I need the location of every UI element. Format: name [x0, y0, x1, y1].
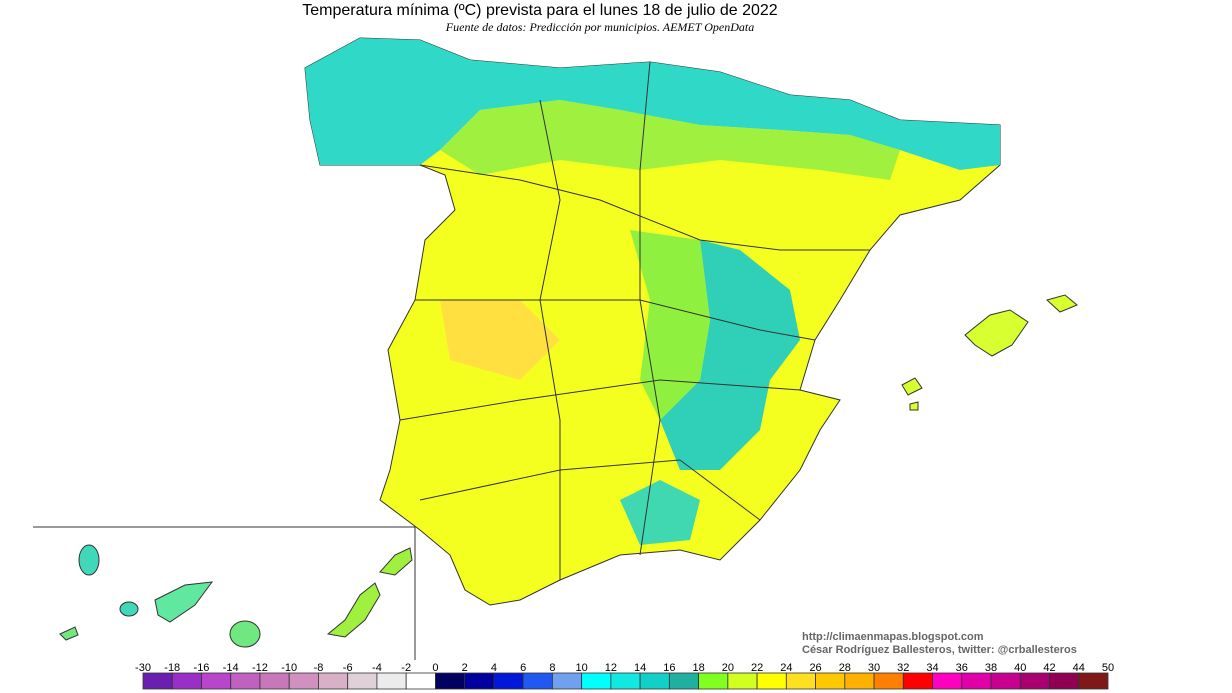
legend-swatch — [698, 672, 729, 690]
province-line — [539, 99, 561, 580]
legend-swatch — [1078, 672, 1109, 690]
province-line — [639, 61, 661, 556]
map-title: Temperatura mínima (ºC) prevista para el… — [302, 2, 778, 19]
legend-swatch — [522, 672, 553, 690]
legend-swatch — [581, 672, 612, 690]
island — [1046, 294, 1078, 313]
legend-swatch — [727, 672, 758, 690]
legend-swatch — [902, 672, 933, 690]
legend-swatch — [405, 672, 436, 690]
legend-label: 18 — [692, 662, 704, 674]
legend-swatch — [756, 672, 787, 690]
island — [154, 581, 214, 623]
legend-label: 42 — [1043, 662, 1055, 674]
cold-east — [660, 240, 800, 470]
legend-swatch — [142, 672, 173, 690]
island — [119, 601, 139, 617]
legend-label: 14 — [634, 662, 646, 674]
legend-label: 26 — [809, 662, 821, 674]
island — [326, 582, 381, 638]
legend-swatch — [376, 672, 407, 690]
legend-label: 22 — [751, 662, 763, 674]
legend-swatch — [493, 672, 524, 690]
legend-label: 38 — [985, 662, 997, 674]
province-line — [419, 164, 870, 251]
legend-swatch — [288, 672, 319, 690]
island — [964, 309, 1029, 357]
legend-label: 12 — [605, 662, 617, 674]
legend-swatch — [668, 672, 700, 690]
legend-swatch — [873, 672, 904, 690]
legend-swatch — [551, 672, 583, 690]
legend-label: -30 — [135, 662, 151, 674]
island — [909, 401, 919, 411]
legend-label: -10 — [281, 662, 297, 674]
warm-west — [440, 300, 560, 380]
legend-label: -2 — [401, 662, 411, 674]
legend-swatch — [230, 672, 261, 690]
legend-label: 0 — [432, 662, 438, 674]
legend-swatch — [1049, 672, 1080, 690]
mild-band — [440, 100, 900, 180]
legend-label: 24 — [780, 662, 792, 674]
map-source: Fuente de datos: Predicción por municipi… — [445, 20, 754, 34]
credit-url: http://climaenmapas.blogspot.com — [802, 631, 984, 643]
cold-north — [305, 38, 1000, 170]
legend-swatch — [990, 672, 1021, 690]
island — [901, 377, 923, 396]
legend-label: -14 — [223, 662, 239, 674]
legend-swatch — [259, 672, 290, 690]
province-line — [399, 379, 801, 421]
cold-south — [620, 480, 700, 545]
legend-swatch — [318, 672, 349, 690]
legend-swatch — [171, 672, 202, 690]
canary-inset — [33, 526, 416, 660]
province-line — [419, 459, 761, 521]
legend-label: -6 — [343, 662, 353, 674]
legend-label: 4 — [491, 662, 497, 674]
legend-swatch — [1019, 672, 1050, 690]
legend-swatch — [347, 672, 378, 690]
legend-swatch — [785, 672, 816, 690]
legend-label: -18 — [164, 662, 180, 674]
island — [379, 547, 413, 576]
legend-swatch — [844, 672, 875, 690]
legend-label: -16 — [194, 662, 210, 674]
legend-label: 36 — [956, 662, 968, 674]
legend-label: 28 — [839, 662, 851, 674]
credit-author: César Rodríguez Ballesteros, twitter: @c… — [802, 644, 1077, 656]
legend-swatch — [610, 672, 641, 690]
legend-label: 10 — [576, 662, 588, 674]
legend-label: 30 — [868, 662, 880, 674]
legend-swatch — [815, 672, 846, 690]
legend-swatch — [961, 672, 992, 690]
island — [229, 620, 261, 648]
legend-label: 44 — [1073, 662, 1085, 674]
legend-label: 16 — [663, 662, 675, 674]
legend-label: 50 — [1102, 662, 1114, 674]
legend-label: 2 — [462, 662, 468, 674]
island — [59, 626, 79, 641]
legend-label: -12 — [252, 662, 268, 674]
legend-swatch — [464, 672, 495, 690]
balearic — [901, 294, 1078, 411]
island — [78, 544, 100, 576]
legend-swatch — [639, 672, 670, 690]
legend-label: -8 — [314, 662, 324, 674]
legend: -30 -18 -16 -14 -12 -10 -8 -6 -4 -2 0 2 4 6 8 10 12 14 16 1… — [135, 662, 1114, 690]
legend-label: 34 — [926, 662, 938, 674]
legend-label: 32 — [897, 662, 909, 674]
legend-swatch — [201, 672, 232, 690]
legend-label: 6 — [520, 662, 526, 674]
legend-label: 20 — [722, 662, 734, 674]
legend-swatch — [932, 672, 963, 690]
mainland — [304, 37, 1001, 606]
legend-label: 40 — [1014, 662, 1026, 674]
legend-swatch — [435, 672, 466, 690]
legend-label: 8 — [549, 662, 555, 674]
legend-label: -4 — [372, 662, 382, 674]
mild-east — [630, 230, 710, 420]
